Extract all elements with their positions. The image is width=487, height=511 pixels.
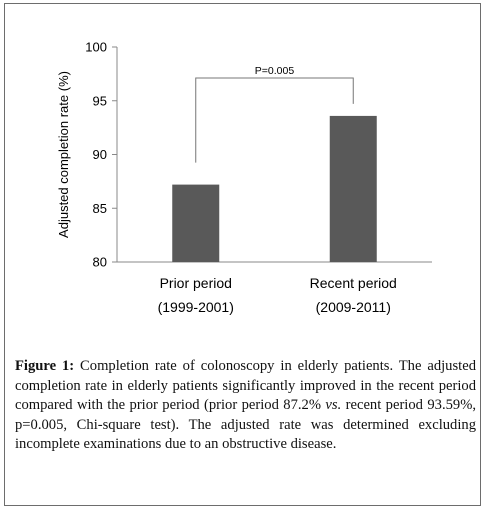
- figure-frame: [4, 3, 481, 506]
- significance-label: P=0.005: [255, 65, 295, 77]
- y-tick-label: 80: [93, 255, 107, 270]
- x-category-label: Recent period: [310, 275, 397, 291]
- caption-text-part1: Completion rate of colonoscopy in elderl…: [15, 358, 476, 413]
- y-tick-label: 95: [93, 93, 107, 108]
- y-axis-title: Adjusted completion rate (%): [56, 71, 71, 238]
- y-tick-label: 100: [85, 40, 107, 55]
- x-category-label: (1999-2001): [158, 299, 234, 315]
- significance-bracket: [195, 77, 354, 163]
- caption-label: Figure 1:: [15, 358, 75, 374]
- x-category-label: Prior period: [160, 275, 232, 291]
- figure-caption: Figure 1: Completion rate of colonoscopy…: [15, 357, 476, 455]
- x-category-label: (2009-2011): [316, 299, 391, 315]
- caption-text-part2: recent period 93.59%, p=0.005, Chi-squar…: [15, 397, 476, 452]
- bar: [329, 115, 377, 262]
- caption-italic: vs.: [325, 397, 342, 413]
- y-tick-label: 85: [93, 201, 107, 216]
- bar: [172, 184, 220, 262]
- y-tick-label: 90: [93, 147, 107, 162]
- bar-chart: 80 85 90 95 100 Adjusted completion rate (%) P…: [56, 40, 432, 315]
